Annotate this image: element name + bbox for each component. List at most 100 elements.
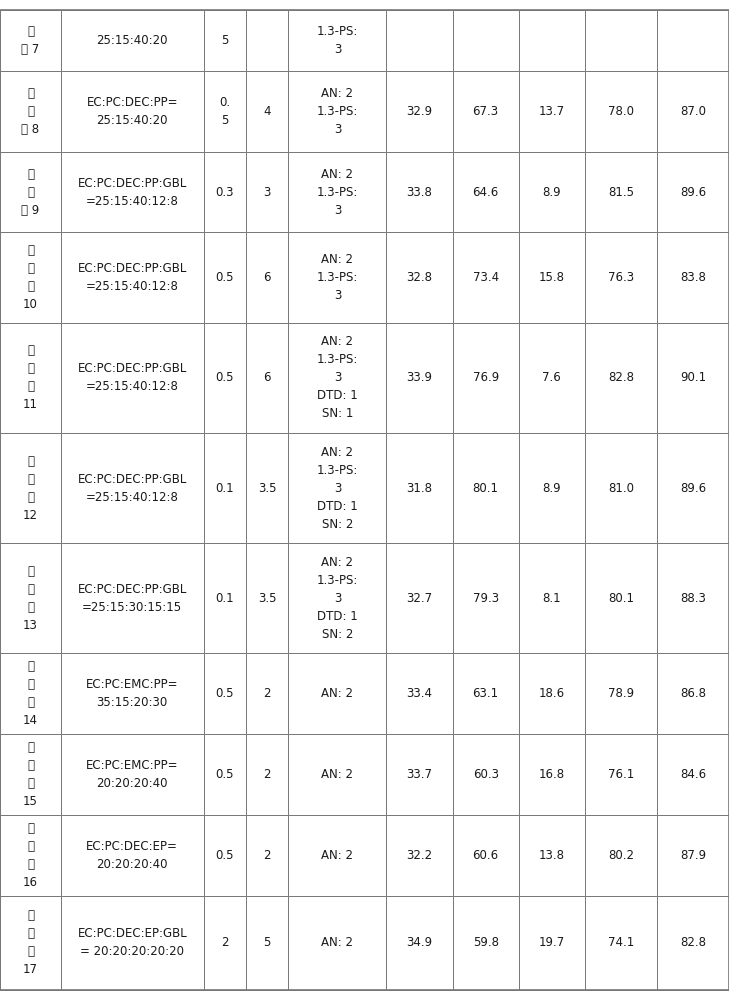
Text: 89.6: 89.6 xyxy=(680,482,706,495)
Text: 79.3: 79.3 xyxy=(472,592,499,605)
Text: 实
施
例
11: 实 施 例 11 xyxy=(23,344,38,411)
Bar xyxy=(657,433,729,543)
Bar xyxy=(0,734,61,815)
Bar xyxy=(585,543,657,653)
Text: 19.7: 19.7 xyxy=(539,936,565,949)
Bar xyxy=(61,734,203,815)
Text: 63.1: 63.1 xyxy=(472,687,499,700)
Text: 33.8: 33.8 xyxy=(407,186,432,199)
Text: EC:PC:DEC:PP:GBL
=25:15:40:12:8: EC:PC:DEC:PP:GBL =25:15:40:12:8 xyxy=(77,177,187,208)
Text: 0.3: 0.3 xyxy=(216,186,234,199)
Bar xyxy=(657,896,729,990)
Bar xyxy=(386,71,453,152)
Bar xyxy=(585,815,657,896)
Text: 84.6: 84.6 xyxy=(680,768,706,781)
Text: 实
施
例
12: 实 施 例 12 xyxy=(23,455,38,522)
Text: 74.1: 74.1 xyxy=(608,936,634,949)
Text: 90.1: 90.1 xyxy=(680,371,706,384)
Text: 78.9: 78.9 xyxy=(608,687,634,700)
Bar xyxy=(289,71,386,152)
Bar xyxy=(0,815,61,896)
Text: 87.0: 87.0 xyxy=(680,105,706,118)
Text: 81.5: 81.5 xyxy=(608,186,634,199)
Text: 60.6: 60.6 xyxy=(472,849,499,862)
Text: 34.9: 34.9 xyxy=(407,936,432,949)
Bar xyxy=(61,152,203,232)
Text: 2: 2 xyxy=(221,936,229,949)
Bar xyxy=(0,653,61,734)
Bar xyxy=(453,734,519,815)
Text: 82.8: 82.8 xyxy=(680,936,706,949)
Bar xyxy=(289,10,386,71)
Text: EC:PC:DEC:PP=
25:15:40:20: EC:PC:DEC:PP= 25:15:40:20 xyxy=(87,96,178,127)
Text: 0.1: 0.1 xyxy=(216,482,234,495)
Bar xyxy=(585,71,657,152)
Bar xyxy=(453,71,519,152)
Text: 2: 2 xyxy=(263,687,271,700)
Bar xyxy=(61,543,203,653)
Text: 1.3-PS:
3: 1.3-PS: 3 xyxy=(316,25,358,56)
Bar xyxy=(203,10,246,71)
Text: 60.3: 60.3 xyxy=(472,768,499,781)
Text: AN: 2
1.3-PS:
3
DTD: 1
SN: 1: AN: 2 1.3-PS: 3 DTD: 1 SN: 1 xyxy=(316,335,358,420)
Text: EC:PC:DEC:PP:GBL
=25:15:40:12:8: EC:PC:DEC:PP:GBL =25:15:40:12:8 xyxy=(77,362,187,393)
Text: 7.6: 7.6 xyxy=(542,371,561,384)
Text: 0.5: 0.5 xyxy=(216,768,234,781)
Bar xyxy=(386,10,453,71)
Bar xyxy=(657,323,729,433)
Bar xyxy=(289,815,386,896)
Bar xyxy=(203,653,246,734)
Bar xyxy=(585,734,657,815)
Bar xyxy=(61,323,203,433)
Bar xyxy=(246,896,289,990)
Bar xyxy=(289,734,386,815)
Bar xyxy=(289,152,386,232)
Text: 8.9: 8.9 xyxy=(542,482,561,495)
Text: 0.5: 0.5 xyxy=(216,371,234,384)
Text: 0.
5: 0. 5 xyxy=(219,96,230,127)
Bar xyxy=(519,152,585,232)
Bar xyxy=(203,71,246,152)
Text: 0.5: 0.5 xyxy=(216,271,234,284)
Bar xyxy=(386,815,453,896)
Text: 实
施
例
16: 实 施 例 16 xyxy=(23,822,38,889)
Bar xyxy=(386,152,453,232)
Text: 8.1: 8.1 xyxy=(542,592,561,605)
Text: 8.9: 8.9 xyxy=(542,186,561,199)
Text: 2: 2 xyxy=(263,849,271,862)
Text: 0.5: 0.5 xyxy=(216,849,234,862)
Bar xyxy=(289,896,386,990)
Text: 3: 3 xyxy=(263,186,271,199)
Bar xyxy=(585,10,657,71)
Bar xyxy=(519,433,585,543)
Bar xyxy=(519,896,585,990)
Text: EC:PC:DEC:EP=
20:20:20:40: EC:PC:DEC:EP= 20:20:20:40 xyxy=(86,840,178,871)
Bar xyxy=(657,152,729,232)
Bar xyxy=(453,815,519,896)
Text: AN: 2
1.3-PS:
3: AN: 2 1.3-PS: 3 xyxy=(316,87,358,136)
Text: 施
例 7: 施 例 7 xyxy=(21,25,39,56)
Bar xyxy=(61,10,203,71)
Text: 33.9: 33.9 xyxy=(407,371,432,384)
Bar xyxy=(246,433,289,543)
Bar xyxy=(453,323,519,433)
Bar xyxy=(386,734,453,815)
Bar xyxy=(61,815,203,896)
Text: 实
施
例
10: 实 施 例 10 xyxy=(23,244,38,311)
Bar xyxy=(203,232,246,323)
Bar xyxy=(0,543,61,653)
Bar xyxy=(453,10,519,71)
Bar xyxy=(585,232,657,323)
Text: 89.6: 89.6 xyxy=(680,186,706,199)
Bar xyxy=(246,653,289,734)
Bar xyxy=(203,896,246,990)
Text: 76.9: 76.9 xyxy=(472,371,499,384)
Text: AN: 2: AN: 2 xyxy=(321,849,354,862)
Bar xyxy=(386,543,453,653)
Text: 实
施
例 8: 实 施 例 8 xyxy=(21,87,39,136)
Bar xyxy=(386,433,453,543)
Bar xyxy=(61,232,203,323)
Text: 67.3: 67.3 xyxy=(472,105,499,118)
Text: 实
施
例
13: 实 施 例 13 xyxy=(23,565,38,632)
Bar xyxy=(289,232,386,323)
